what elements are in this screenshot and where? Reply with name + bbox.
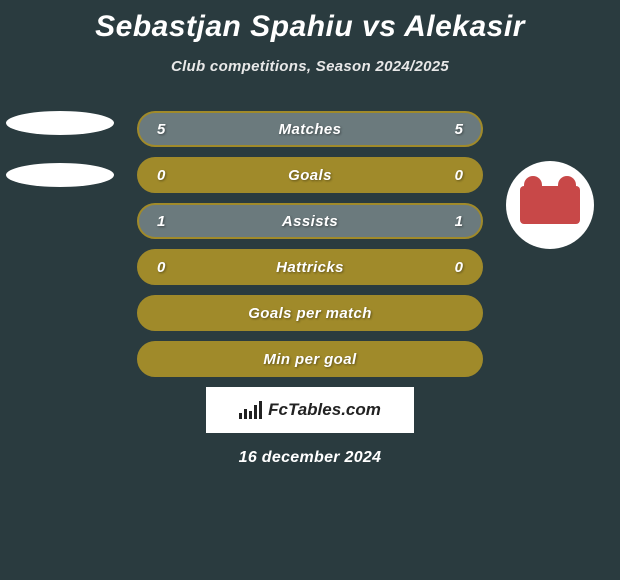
- stat-label: Matches: [279, 121, 342, 138]
- stat-value-right: 5: [455, 121, 463, 138]
- player-right-badge: [496, 161, 604, 269]
- branding-box: FcTables.com: [206, 387, 414, 433]
- stat-row: 0 Hattricks 0: [137, 249, 483, 285]
- club-logo: [506, 161, 594, 249]
- stat-label: Assists: [282, 213, 338, 230]
- club-logo-inner: [520, 186, 580, 224]
- stats-bars: 5 Matches 5 0 Goals 0 1 Assists 1 0 Hattricks 0 Goal…: [137, 111, 483, 377]
- player-left-badge: [6, 111, 114, 219]
- stat-value-left: 1: [157, 213, 165, 230]
- placeholder-ellipse: [6, 111, 114, 135]
- stat-row: Goals per match: [137, 295, 483, 331]
- comparison-content: 5 Matches 5 0 Goals 0 1 Assists 1 0 Hattricks 0 Goal…: [0, 111, 620, 377]
- brand-chart-icon: [239, 401, 262, 419]
- stat-value-right: 0: [455, 259, 463, 276]
- stat-value-left: 0: [157, 259, 165, 276]
- stat-value-left: 0: [157, 167, 165, 184]
- stat-row: 1 Assists 1: [137, 203, 483, 239]
- stat-value-right: 1: [455, 213, 463, 230]
- stat-label: Goals per match: [248, 305, 372, 322]
- placeholder-ellipse: [6, 163, 114, 187]
- stat-value-left: 5: [157, 121, 165, 138]
- stat-row: 0 Goals 0: [137, 157, 483, 193]
- comparison-title: Sebastjan Spahiu vs Alekasir: [0, 0, 620, 44]
- stat-row: 5 Matches 5: [137, 111, 483, 147]
- stat-label: Min per goal: [263, 351, 356, 368]
- stat-row: Min per goal: [137, 341, 483, 377]
- stat-label: Hattricks: [276, 259, 344, 276]
- stat-value-right: 0: [455, 167, 463, 184]
- comparison-date: 16 december 2024: [0, 449, 620, 467]
- brand-text: FcTables.com: [268, 400, 381, 420]
- season-subtitle: Club competitions, Season 2024/2025: [0, 58, 620, 75]
- stat-label: Goals: [288, 167, 332, 184]
